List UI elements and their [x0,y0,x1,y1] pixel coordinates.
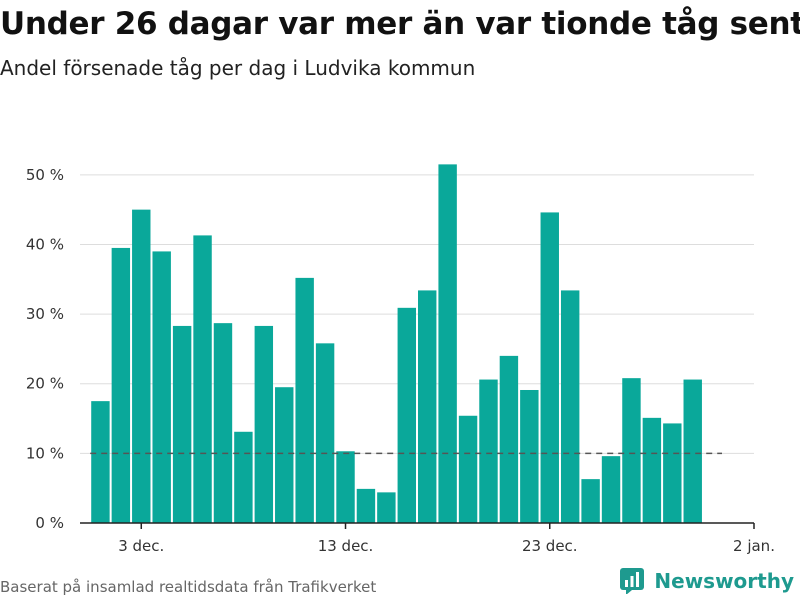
x-axis: 3 dec. 13 dec. 23 dec. 2 jan. [80,522,775,555]
y-tick-label: 40 % [26,235,64,253]
bar [418,290,437,523]
bar [254,325,274,523]
bar [458,415,478,523]
bar [499,355,519,523]
y-axis-labels: 0 % 10 % 20 % 30 % 40 % 50 % [26,166,64,532]
bar [275,387,294,523]
bar [397,307,416,523]
source-note: Baserat på insamlad realtidsdata från Tr… [0,578,377,596]
bar [663,423,682,523]
x-tick-label: 2 jan. [733,537,775,555]
bar [132,209,151,524]
bar [479,379,498,523]
y-tick-label: 20 % [26,375,64,393]
bar [683,379,702,523]
chart-title: Under 26 dagar var mer än var tionde tåg… [0,6,800,42]
bar [601,456,621,523]
bar [377,492,396,523]
y-tick-label: 30 % [26,305,64,323]
bar [581,479,600,523]
bar [336,451,355,523]
bar [91,401,110,523]
bar [152,251,171,523]
bar [356,488,376,523]
bar [234,431,253,523]
brand-name: Newsworthy [654,569,794,593]
y-tick-label: 50 % [26,166,64,184]
bar [560,290,580,523]
bar [520,389,539,523]
bar [172,325,192,523]
y-tick-label: 0 % [35,514,64,532]
x-tick-label: 23 dec. [522,537,578,555]
bar [213,323,233,523]
y-tick-label: 10 % [26,444,64,462]
newsworthy-logo-icon [620,568,645,594]
bar [622,378,641,523]
bar [438,164,457,523]
bar [315,343,335,523]
bars [91,164,702,524]
chart-subtitle: Andel försenade tåg per dag i Ludvika ko… [0,56,476,80]
bar [111,247,131,523]
x-tick-label: 13 dec. [318,537,374,555]
bar [295,277,314,523]
bar [642,417,662,523]
x-tick-label: 3 dec. [118,537,164,555]
bar [193,235,212,523]
bar [540,212,559,523]
brand-logo[interactable]: Newsworthy [620,568,794,594]
